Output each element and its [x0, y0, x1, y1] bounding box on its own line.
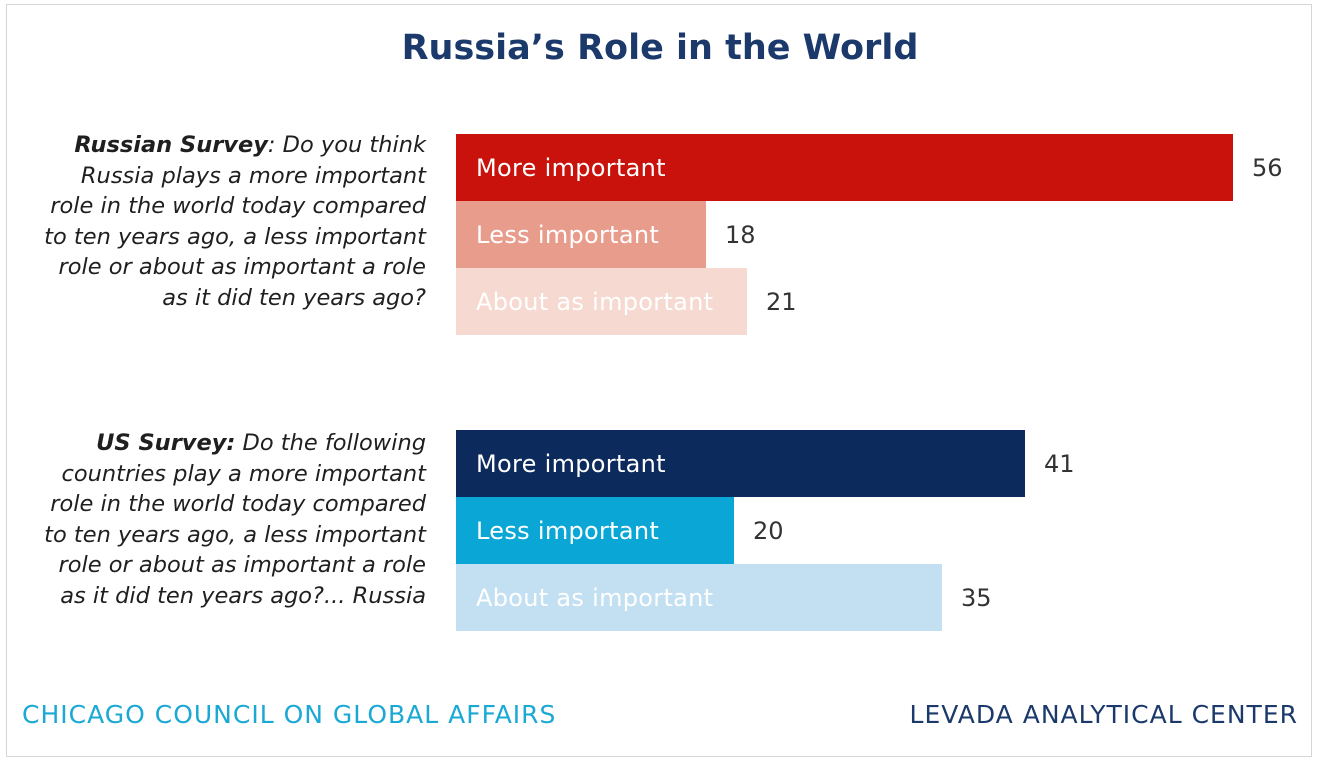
us-bar-label-more-important: More important: [476, 449, 666, 478]
russia-value-less-important: 18: [725, 220, 756, 249]
russia-bar-label-more-important: More important: [476, 153, 666, 182]
russian-survey-question: Russian Survey: Do you think Russia play…: [40, 130, 426, 313]
us-value-more-important: 41: [1044, 449, 1075, 478]
us-value-less-important: 20: [753, 516, 784, 545]
russia-value-about-as-important: 21: [766, 287, 797, 316]
russia-bar-label-about-as-important: About as important: [476, 287, 714, 316]
russia-bar-label-less-important: Less important: [476, 220, 660, 249]
us-survey-label: US Survey:: [96, 430, 236, 456]
us-survey-text: Do the following countries play a more i…: [44, 430, 426, 609]
footer-levada-center: LEVADA ANALYTICAL CENTER: [909, 700, 1298, 729]
chart-frame: [6, 4, 1312, 757]
us-bar-less-important: Less important: [456, 497, 734, 564]
us-value-about-as-important: 35: [961, 583, 992, 612]
russia-bar-less-important: Less important: [456, 201, 706, 268]
chart-title: Russia’s Role in the World: [401, 28, 919, 68]
us-bar-label-about-as-important: About as important: [476, 583, 714, 612]
russian-survey-label: Russian Survey: [74, 132, 268, 158]
us-bar-about-as-important: About as important: [456, 564, 942, 631]
us-survey-question: US Survey: Do the following countries pl…: [40, 428, 426, 611]
russia-bar-about-as-important: About as important: [456, 268, 747, 335]
us-bar-label-less-important: Less important: [476, 516, 660, 545]
footer-chicago-council: CHICAGO COUNCIL ON GLOBAL AFFAIRS: [22, 700, 557, 729]
russia-value-more-important: 56: [1252, 153, 1283, 182]
russia-bar-more-important: More important: [456, 134, 1233, 201]
us-bar-more-important: More important: [456, 430, 1025, 497]
russian-survey-text: : Do you think Russia plays a more impor…: [44, 132, 426, 311]
